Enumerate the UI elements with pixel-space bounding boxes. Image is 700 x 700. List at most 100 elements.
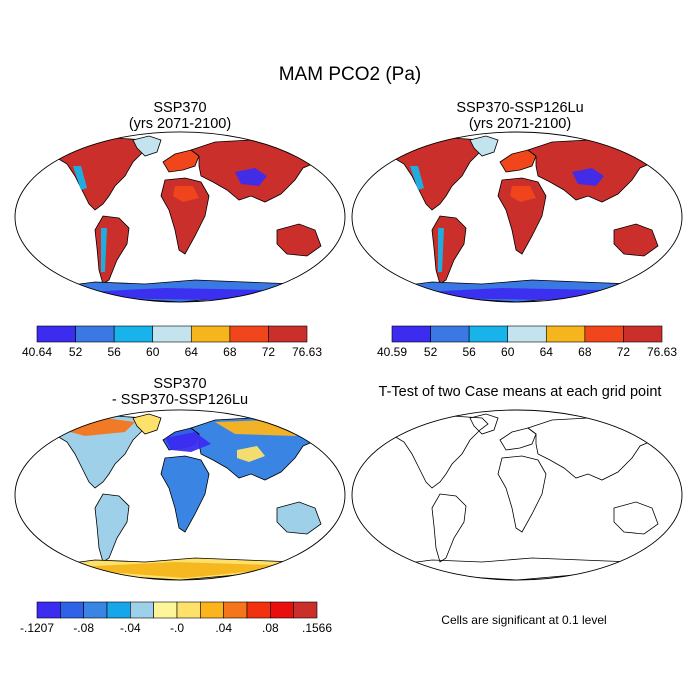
panel-3-colorbar-box-1 — [36, 601, 61, 619]
panel-3-tibet-warm-patch — [237, 446, 265, 462]
panel-2-colorbar-label-8: 76.63 — [647, 345, 677, 359]
panel-2-rockies-patch — [410, 166, 424, 190]
panel-3-land-africa — [160, 455, 210, 533]
panel-1-land-europe — [162, 149, 200, 173]
panel-1-sahara-patch — [173, 186, 199, 202]
panel-2-map — [351, 131, 683, 303]
panel-3-colorbar-box-9 — [223, 601, 248, 619]
panel-2-title: SSP370-SSP126Lu (yrs 2071-2100) — [390, 100, 650, 132]
panel-1-colorbar-label-5: 64 — [185, 345, 199, 359]
panel-3-colorbar: -.1207 -.08 -.04 -.0 .04 .08 .1566 — [20, 601, 332, 635]
panel-1-colorbar-label-6: 68 — [223, 345, 237, 359]
panel-3-antarctic-edge — [55, 562, 305, 578]
figure-title: MAM PCO2 (Pa) — [278, 64, 422, 85]
panel-1-colorbar-box-1 — [36, 325, 76, 343]
panel-1-map-border — [14, 131, 346, 303]
panel-3-colorbar-box-3 — [83, 601, 108, 619]
panel-3-colorbar-label-7: .1566 — [302, 621, 332, 635]
panel-4-title-line-1: T-Test of two Case means at each grid po… — [378, 384, 662, 400]
panel-3-colorbar-box-2 — [60, 601, 84, 619]
significance-note: Cells are significant at 0.1 level — [441, 613, 607, 627]
panel-2-title-line-1: SSP370-SSP126Lu — [456, 100, 584, 116]
panel-1-colorbar-box-6 — [229, 325, 269, 343]
panel-4-land-south-america — [431, 493, 467, 563]
panel-3-colorbar-box-11 — [270, 601, 294, 619]
panel-3-colorbar-box-12 — [293, 601, 318, 619]
panel-3-title: SSP370 - SSP370-SSP126Lu — [50, 376, 310, 408]
panel-4-land-greenland — [469, 413, 499, 435]
panel-4-land-europe — [499, 427, 537, 451]
panel-2-colorbar-box-4 — [507, 325, 547, 343]
panel-4-land-australia — [613, 501, 659, 535]
panel-1-colorbar-label-1: 40.64 — [22, 345, 52, 359]
panel-4-ocean — [352, 410, 682, 580]
panel-2-colorbar: 40.59 52 56 60 64 68 72 76.63 — [377, 325, 677, 359]
panel-4-land-africa — [497, 455, 547, 533]
panel-3-land-australia — [276, 501, 322, 535]
panel-2-colorbar-label-4: 60 — [501, 345, 515, 359]
panel-4-map-border — [351, 409, 683, 581]
panel-1-colorbar-label-3: 56 — [107, 345, 121, 359]
panel-3-land-greenland — [132, 413, 162, 435]
panel-1-colorbar-box-5 — [190, 325, 231, 343]
panel-2-colorbar-box-5 — [545, 325, 586, 343]
panel-1-andes-patch — [101, 228, 107, 272]
panel-2-land-australia — [613, 223, 659, 257]
panel-2-colorbar-label-1: 40.59 — [377, 345, 407, 359]
panel-1-map — [14, 131, 346, 303]
panel-1-colorbar: 40.64 52 56 60 64 68 72 76.63 — [22, 325, 322, 359]
panel-1-colorbar-label-2: 52 — [69, 345, 83, 359]
panel-3-colorbar-label-6: .08 — [262, 621, 279, 635]
panel-2-colorbar-box-1 — [391, 325, 431, 343]
panel-3-colorbar-label-1: -.1207 — [20, 621, 54, 635]
panel-2-land-europe — [499, 149, 537, 173]
panel-1-colorbar-label-8: 76.63 — [292, 345, 322, 359]
panel-2-colorbar-box-6 — [584, 325, 624, 343]
panel-3-map-border — [14, 409, 346, 581]
panel-2-colorbar-label-7: 72 — [617, 345, 631, 359]
panel-1-title-line-1: SSP370 — [153, 100, 207, 116]
panel-1-colorbar-box-2 — [75, 325, 115, 343]
panel-1-colorbar-label-4: 60 — [146, 345, 160, 359]
panel-2-colorbar-label-5: 64 — [540, 345, 554, 359]
panel-3-colorbar-box-8 — [200, 601, 224, 619]
panel-1-asia-low-patch — [235, 168, 267, 186]
panel-3-colorbar-box-10 — [246, 601, 271, 619]
panel-1-title: SSP370 (yrs 2071-2100) — [50, 100, 310, 132]
panel-3-colorbar-box-4 — [106, 601, 131, 619]
panel-3-title-line-2: - SSP370-SSP126Lu — [111, 392, 249, 408]
panel-3-colorbar-label-5: .04 — [215, 621, 232, 635]
panel-1-colorbar-box-4 — [152, 325, 192, 343]
panel-2-title-line-2: (yrs 2071-2100) — [468, 116, 572, 132]
panel-1-colorbar-box-7 — [268, 325, 308, 343]
panel-3-map — [14, 409, 346, 581]
panel-2-land-greenland — [469, 135, 499, 157]
panel-2-andes-patch — [438, 228, 444, 272]
panel-1-colorbar-label-7: 72 — [262, 345, 276, 359]
panel-1-land-greenland — [132, 135, 162, 157]
panel-3-colorbar-label-3: -.04 — [120, 621, 141, 635]
panel-3-colorbar-box-7 — [176, 601, 201, 619]
panel-3-colorbar-label-2: -.08 — [73, 621, 94, 635]
panel-2-colorbar-box-2 — [430, 325, 470, 343]
panel-3-title-line-1: SSP370 — [153, 376, 207, 392]
panel-1-title-line-2: (yrs 2071-2100) — [128, 116, 232, 132]
panel-3-europe-deep-low — [165, 432, 211, 452]
panel-2-colorbar-label-6: 68 — [578, 345, 592, 359]
panel-3-colorbar-box-5 — [130, 601, 154, 619]
panel-4-map — [351, 409, 683, 581]
panel-2-colorbar-label-3: 56 — [462, 345, 476, 359]
panel-2-colorbar-box-3 — [468, 325, 509, 343]
panel-2-colorbar-label-2: 52 — [424, 345, 438, 359]
panel-2-asia-low-patch — [572, 168, 604, 186]
panel-3-colorbar-box-6 — [153, 601, 178, 619]
panel-3-arctic-warm-band — [55, 418, 135, 436]
panel-1-land-australia — [276, 223, 322, 257]
panel-2-map-border — [351, 131, 683, 303]
panel-1-colorbar-box-3 — [113, 325, 154, 343]
panel-2-colorbar-box-7 — [623, 325, 663, 343]
panel-4-title: T-Test of two Case means at each grid po… — [355, 384, 685, 400]
panel-1-rockies-patch — [73, 166, 87, 190]
panel-2-sahara-patch — [510, 186, 536, 202]
